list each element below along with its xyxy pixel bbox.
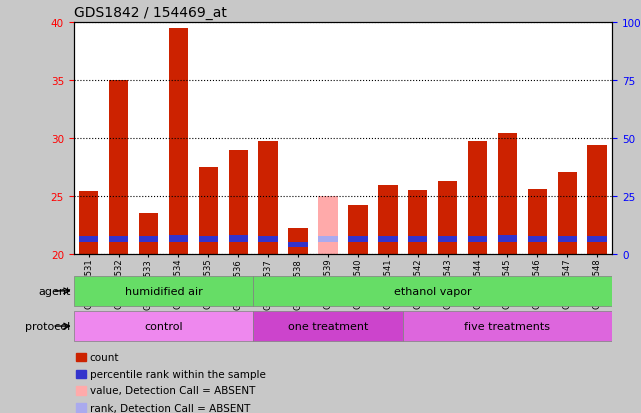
- Bar: [253, 276, 612, 306]
- Bar: [228, 235, 248, 242]
- Bar: [587, 237, 607, 242]
- Bar: [74, 276, 253, 306]
- Text: ethanol vapor: ethanol vapor: [394, 286, 472, 296]
- Bar: [497, 235, 517, 242]
- Bar: [497, 134, 517, 254]
- Bar: [169, 235, 188, 242]
- Bar: [199, 237, 218, 242]
- Bar: [76, 404, 86, 412]
- Text: five treatments: five treatments: [465, 321, 551, 331]
- Bar: [558, 237, 577, 242]
- Bar: [288, 242, 308, 247]
- Text: humidified air: humidified air: [124, 286, 203, 296]
- Bar: [258, 142, 278, 254]
- Bar: [79, 192, 99, 254]
- Text: one treatment: one treatment: [288, 321, 368, 331]
- Bar: [79, 237, 99, 242]
- Bar: [468, 142, 487, 254]
- Bar: [348, 237, 368, 242]
- Bar: [138, 237, 158, 242]
- Text: rank, Detection Call = ABSENT: rank, Detection Call = ABSENT: [90, 403, 250, 413]
- Bar: [468, 237, 487, 242]
- Bar: [76, 387, 86, 394]
- Text: control: control: [144, 321, 183, 331]
- Text: agent: agent: [38, 286, 71, 296]
- Bar: [109, 237, 128, 242]
- Bar: [199, 167, 218, 254]
- Bar: [318, 196, 338, 254]
- Bar: [109, 81, 128, 254]
- Bar: [378, 186, 397, 254]
- Text: count: count: [90, 352, 119, 362]
- Bar: [258, 237, 278, 242]
- Bar: [403, 311, 612, 341]
- Bar: [138, 214, 158, 254]
- Bar: [587, 145, 607, 254]
- Text: percentile rank within the sample: percentile rank within the sample: [90, 369, 266, 379]
- Text: protocol: protocol: [25, 321, 71, 331]
- Bar: [76, 353, 86, 361]
- Text: value, Detection Call = ABSENT: value, Detection Call = ABSENT: [90, 385, 255, 396]
- Bar: [76, 370, 86, 378]
- Bar: [74, 311, 253, 341]
- Bar: [169, 28, 188, 254]
- Bar: [348, 205, 368, 254]
- Bar: [408, 190, 428, 254]
- Bar: [408, 237, 428, 242]
- Bar: [378, 237, 397, 242]
- Bar: [228, 151, 248, 254]
- Bar: [528, 189, 547, 254]
- Bar: [438, 237, 457, 242]
- Bar: [528, 237, 547, 242]
- Bar: [253, 311, 403, 341]
- Bar: [288, 228, 308, 254]
- Text: GDS1842 / 154469_at: GDS1842 / 154469_at: [74, 6, 226, 20]
- Bar: [558, 173, 577, 254]
- Bar: [438, 181, 457, 254]
- Bar: [318, 237, 338, 242]
